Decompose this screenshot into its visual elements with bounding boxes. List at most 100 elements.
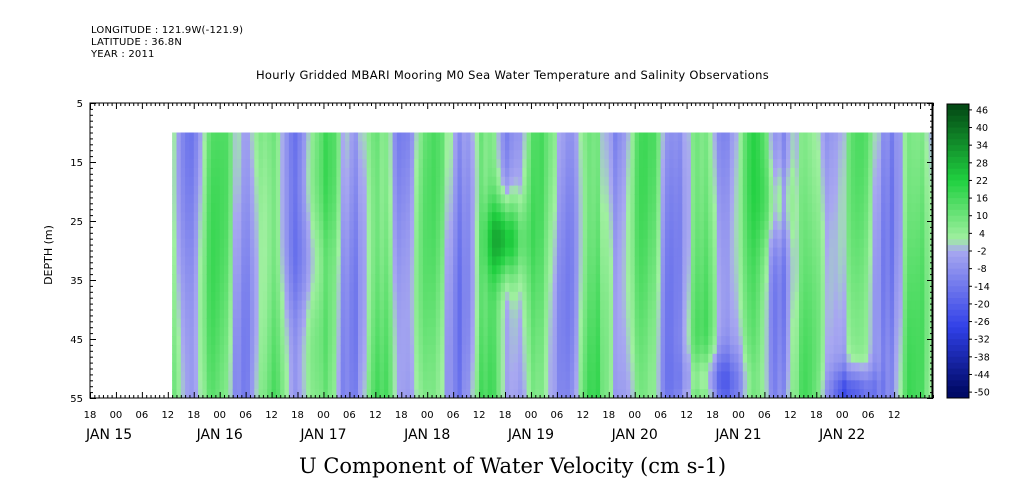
heatmap-cell — [297, 141, 303, 151]
heatmap-cell — [358, 336, 363, 346]
heatmap-cell — [336, 150, 342, 160]
heatmap-cell — [535, 353, 541, 364]
heatmap-cell — [665, 194, 670, 204]
heatmap-cell — [193, 389, 199, 398]
heatmap-cell — [777, 353, 783, 364]
heatmap-cell — [254, 309, 260, 319]
heatmap-cell — [466, 380, 471, 390]
heatmap-cell — [699, 238, 705, 249]
heatmap-cell — [613, 300, 618, 311]
heatmap-cell — [224, 362, 229, 372]
heatmap-cell — [232, 159, 238, 169]
heatmap-cell — [345, 282, 350, 293]
heatmap-cell — [531, 132, 536, 142]
heatmap-cell — [219, 247, 225, 257]
heatmap-cell — [492, 150, 497, 160]
heatmap-cell — [327, 318, 333, 328]
heatmap-cell — [284, 318, 290, 328]
heatmap-cell — [755, 336, 761, 346]
heatmap-cell — [799, 212, 804, 222]
heatmap-cell — [518, 159, 523, 169]
heatmap-cell — [479, 212, 484, 222]
heatmap-cell — [747, 318, 752, 328]
heatmap-cell — [392, 371, 398, 381]
heatmap-cell — [237, 353, 242, 364]
heatmap-cell — [690, 291, 696, 302]
heatmap-cell — [543, 159, 549, 169]
heatmap-cell — [647, 150, 653, 160]
heatmap-cell — [336, 159, 342, 169]
heatmap-cell — [539, 282, 545, 293]
heatmap-cell — [444, 132, 450, 142]
heatmap-cell — [747, 150, 752, 160]
heatmap-cell — [807, 229, 813, 240]
heatmap-cell — [219, 150, 225, 160]
heatmap-cell — [842, 185, 848, 195]
heatmap-cell — [647, 141, 653, 151]
heatmap-cell — [340, 309, 346, 319]
heatmap-cell — [513, 167, 519, 178]
heatmap-cell — [193, 132, 199, 142]
heatmap-cell — [332, 203, 337, 213]
heatmap-cell — [245, 336, 251, 346]
heatmap-cell — [466, 203, 471, 213]
heatmap-cell — [176, 185, 182, 195]
heatmap-cell — [721, 318, 727, 328]
heatmap-cell — [617, 318, 623, 328]
heatmap-cell — [824, 247, 830, 257]
heatmap-cell — [280, 309, 286, 319]
heatmap-cell — [807, 274, 813, 284]
heatmap-cell — [561, 318, 567, 328]
heatmap-cell — [267, 336, 273, 346]
heatmap-cell — [626, 221, 631, 231]
heatmap-cell — [842, 327, 848, 337]
heatmap-cell — [591, 309, 597, 319]
heatmap-cell — [734, 371, 739, 381]
heatmap-cell — [777, 159, 783, 169]
heatmap-cell — [448, 247, 454, 257]
heatmap-cell — [340, 150, 346, 160]
heatmap-cell — [634, 150, 640, 160]
heatmap-cell — [345, 185, 350, 195]
heatmap-cell — [820, 336, 826, 346]
heatmap-cell — [669, 150, 675, 160]
heatmap-cell — [574, 229, 580, 240]
heatmap-cell — [738, 247, 744, 257]
heatmap-cell — [617, 300, 623, 311]
heatmap-cell — [833, 150, 839, 160]
heatmap-cell — [742, 176, 748, 187]
heatmap-cell — [440, 256, 446, 266]
heatmap-cell — [301, 247, 307, 257]
heatmap-cell — [578, 221, 584, 231]
heatmap-cell — [673, 389, 679, 398]
heatmap-cell — [842, 132, 848, 142]
heatmap-cell — [855, 318, 861, 328]
heatmap-cell — [500, 389, 506, 398]
heatmap-cell — [250, 291, 255, 302]
heatmap-cell — [725, 150, 731, 160]
heatmap-cell — [349, 318, 355, 328]
heatmap-cell — [379, 132, 385, 142]
heatmap-cell — [332, 353, 337, 364]
heatmap-cell — [215, 362, 221, 372]
heatmap-cell — [431, 274, 437, 284]
heatmap-cell — [872, 344, 878, 355]
heatmap-cell — [639, 221, 644, 231]
heatmap-cell — [686, 221, 692, 231]
heatmap-cell — [548, 371, 554, 381]
heatmap-cell — [211, 318, 216, 328]
heatmap-cell — [673, 212, 679, 222]
heatmap-cell — [202, 229, 208, 240]
heatmap-cell — [881, 327, 886, 337]
heatmap-cell — [280, 344, 286, 355]
heatmap-cell — [652, 327, 657, 337]
heatmap-cell — [799, 132, 804, 142]
heatmap-cell — [280, 212, 286, 222]
heatmap-cell — [262, 282, 268, 293]
heatmap-cell — [288, 256, 294, 266]
heatmap-cell — [699, 176, 705, 187]
heatmap-cell — [677, 238, 683, 249]
heatmap-cell — [824, 282, 830, 293]
heatmap-cell — [496, 336, 502, 346]
heatmap-cell — [608, 247, 614, 257]
